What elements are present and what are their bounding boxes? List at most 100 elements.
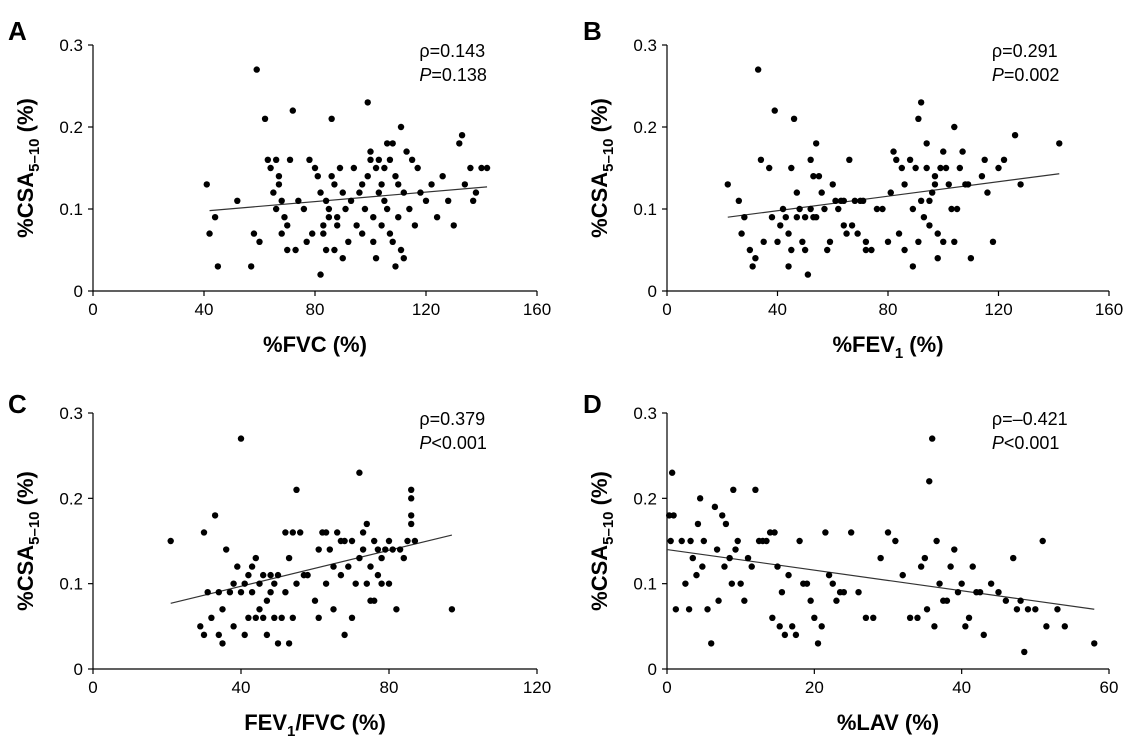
data-point: [393, 606, 400, 613]
data-point: [278, 197, 285, 204]
data-point: [814, 640, 822, 647]
p-value: =0.002: [1004, 65, 1060, 85]
x-axis-title: %FVC (%): [263, 332, 367, 357]
data-point: [247, 263, 255, 270]
data-point: [854, 230, 861, 237]
data-point: [713, 546, 721, 553]
data-point: [796, 205, 803, 213]
p-annotation: P<0.001: [419, 433, 487, 453]
data-point: [248, 589, 256, 596]
data-point: [678, 537, 685, 545]
data-point: [267, 571, 274, 579]
data-point: [331, 246, 338, 254]
data-point: [799, 238, 806, 245]
data-point: [328, 115, 335, 123]
y-axis-title-subscript: 5–10: [600, 511, 617, 544]
data-point: [293, 580, 300, 587]
data-point: [738, 230, 745, 237]
y-tick-label: 0: [74, 660, 83, 679]
data-point: [884, 529, 892, 536]
data-point: [870, 614, 877, 621]
data-point: [204, 589, 211, 596]
data-point: [383, 140, 391, 147]
panel-a: A 0 0.1 0.2 0.3 0 40 80 120 160 %FVC (%) %CSA5–10 (…: [8, 16, 551, 357]
data-point: [934, 230, 941, 237]
data-point: [958, 580, 965, 587]
rho-value: 0.379: [440, 409, 485, 429]
data-point: [807, 205, 814, 213]
data-point: [372, 164, 380, 172]
data-point: [356, 554, 363, 562]
data-point: [833, 597, 840, 604]
y-tick-label: 0.2: [633, 118, 657, 137]
data-point: [792, 631, 800, 639]
data-point: [284, 222, 291, 229]
data-point: [931, 623, 938, 630]
p-value: =0.138: [431, 65, 487, 85]
data-point: [1017, 597, 1024, 604]
x-axis-title-main: FEV: [244, 710, 287, 735]
data-point: [317, 189, 324, 196]
data-point: [967, 255, 975, 262]
data-point: [292, 246, 299, 254]
data-point: [847, 529, 855, 536]
data-point: [374, 571, 382, 579]
p-value: <0.001: [1004, 433, 1060, 453]
y-tick-label: 0.3: [59, 36, 83, 55]
data-point: [274, 571, 282, 579]
data-point: [980, 631, 987, 639]
rho-label: ρ=: [419, 41, 440, 61]
data-point: [270, 189, 277, 196]
data-point: [859, 197, 867, 204]
data-point: [404, 537, 411, 545]
data-point: [832, 197, 839, 204]
data-point: [711, 503, 719, 511]
data-point: [810, 173, 817, 180]
data-point: [989, 238, 997, 245]
data-point: [947, 563, 954, 570]
data-point: [417, 189, 424, 196]
data-point: [325, 205, 333, 213]
data-point: [378, 181, 385, 188]
data-point: [811, 614, 818, 621]
data-point: [862, 238, 870, 245]
data-point: [378, 222, 385, 229]
data-point: [278, 230, 285, 237]
y-axis-title: %CSA5–10 (%): [587, 98, 617, 238]
y-tick-label: 0.1: [59, 575, 83, 594]
data-point: [260, 614, 267, 621]
data-point: [445, 197, 452, 204]
data-point: [411, 222, 419, 229]
data-point: [948, 205, 955, 213]
p-label: P: [419, 433, 431, 453]
data-point: [923, 164, 930, 172]
data-point: [790, 115, 798, 123]
x-tick-label: 120: [523, 678, 551, 697]
data-point: [382, 546, 389, 553]
x-axis-title-main: %FEV: [832, 332, 895, 357]
data-point: [801, 246, 809, 254]
data-point: [367, 563, 374, 570]
data-point: [330, 606, 337, 613]
data-point: [358, 230, 366, 237]
data-point: [893, 156, 900, 163]
data-point: [942, 164, 950, 172]
data-point: [317, 271, 324, 278]
rho-label: ρ=: [992, 409, 1013, 429]
p-annotation: P<0.001: [992, 433, 1060, 453]
data-point: [956, 164, 964, 172]
data-point: [341, 537, 348, 545]
data-point: [940, 238, 947, 245]
data-point: [215, 589, 222, 596]
y-tick-label: 0.2: [59, 489, 83, 508]
data-point: [804, 271, 812, 278]
data-point: [342, 205, 349, 213]
data-point: [397, 246, 405, 254]
regression-line: [209, 186, 488, 212]
data-point: [962, 623, 969, 630]
y-axis-title-suffix: (%): [13, 471, 38, 511]
y-tick-label: 0: [74, 282, 83, 301]
data-point: [271, 580, 278, 587]
data-point: [361, 205, 369, 213]
data-point: [749, 263, 756, 270]
